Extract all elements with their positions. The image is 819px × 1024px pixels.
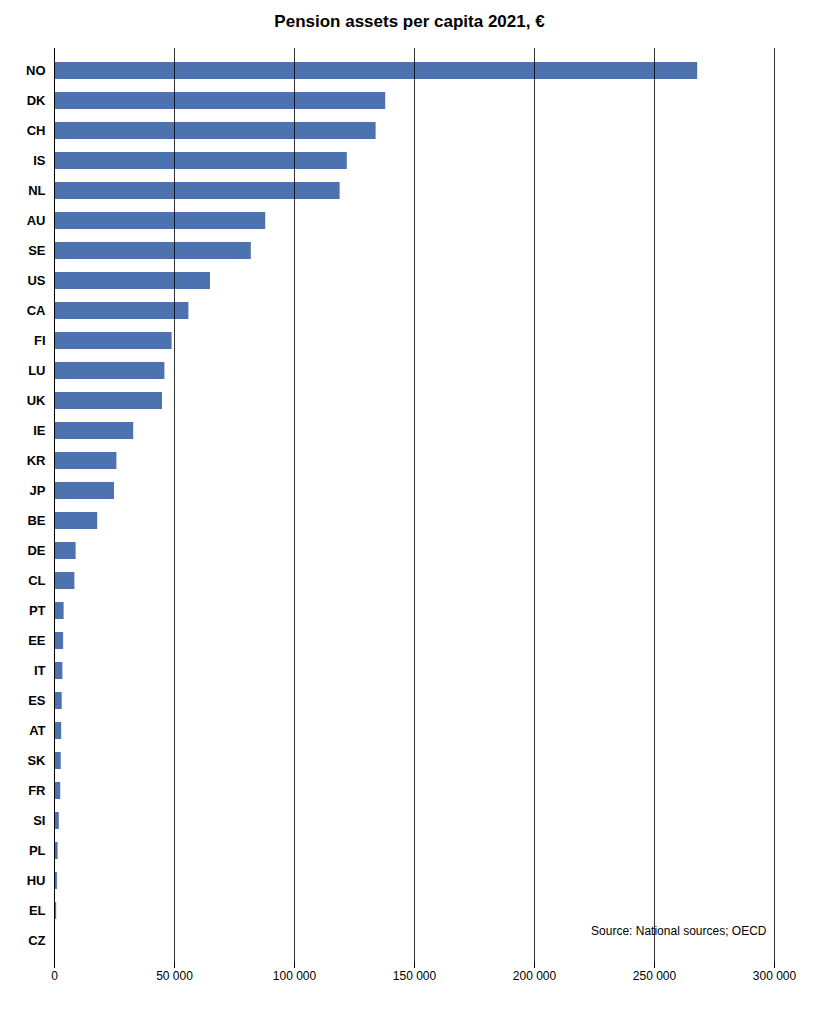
svg-text:US: US xyxy=(27,273,45,288)
svg-text:ES: ES xyxy=(28,693,46,708)
svg-text:DE: DE xyxy=(27,543,45,558)
svg-text:200 000: 200 000 xyxy=(512,969,556,983)
svg-text:FR: FR xyxy=(28,783,46,798)
svg-text:CH: CH xyxy=(26,123,45,138)
svg-text:JP: JP xyxy=(29,483,45,498)
svg-text:Source: National sources; OECD: Source: National sources; OECD xyxy=(591,924,767,938)
svg-text:IS: IS xyxy=(33,153,46,168)
svg-text:HU: HU xyxy=(26,873,45,888)
svg-text:EE: EE xyxy=(28,633,46,648)
svg-text:300 000: 300 000 xyxy=(752,969,796,983)
svg-text:DK: DK xyxy=(26,93,45,108)
svg-text:PL: PL xyxy=(28,843,45,858)
svg-text:SI: SI xyxy=(33,813,45,828)
svg-text:NL: NL xyxy=(28,183,45,198)
svg-text:IT: IT xyxy=(33,663,45,678)
svg-text:50 000: 50 000 xyxy=(156,969,193,983)
svg-text:CA: CA xyxy=(26,303,45,318)
svg-text:CZ: CZ xyxy=(28,933,45,948)
svg-text:CL: CL xyxy=(28,573,45,588)
svg-text:EL: EL xyxy=(28,903,45,918)
svg-text:FI: FI xyxy=(33,333,45,348)
svg-text:LU: LU xyxy=(28,363,45,378)
svg-text:AU: AU xyxy=(26,213,45,228)
svg-text:IE: IE xyxy=(33,423,46,438)
svg-text:0: 0 xyxy=(51,969,58,983)
svg-text:KR: KR xyxy=(26,453,45,468)
svg-text:100 000: 100 000 xyxy=(272,969,316,983)
svg-text:250 000: 250 000 xyxy=(632,969,676,983)
svg-text:BE: BE xyxy=(27,513,45,528)
svg-text:NO: NO xyxy=(26,63,46,78)
svg-text:AT: AT xyxy=(29,723,45,738)
svg-text:UK: UK xyxy=(26,393,45,408)
html-text:Pension assets per capita 2021: Pension assets per capita 2021, € xyxy=(274,12,545,31)
svg-text:SK: SK xyxy=(27,753,46,768)
svg-text:150 000: 150 000 xyxy=(392,969,436,983)
svg-text:PT: PT xyxy=(28,603,45,618)
svg-text:SE: SE xyxy=(28,243,46,258)
